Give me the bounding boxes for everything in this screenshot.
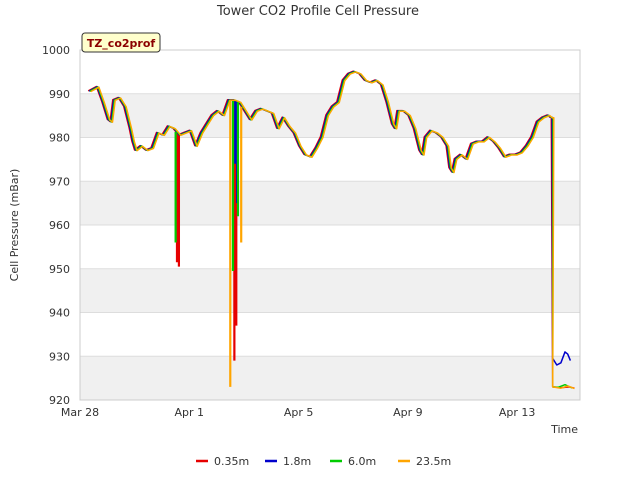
background-band — [80, 225, 580, 269]
legend-label-1.8m: 1.8m — [283, 455, 311, 468]
x-axis-label: Time — [550, 423, 578, 436]
y-tick-label: 1000 — [42, 44, 70, 57]
background-band — [80, 50, 580, 94]
x-axis-ticks: Mar 28 Apr 1 Apr 5 Apr 9 Apr 13 — [61, 406, 536, 419]
background-band — [80, 312, 580, 357]
y-tick-label: 990 — [49, 88, 70, 101]
site-tag-label: TZ_co2prof — [87, 37, 156, 50]
background-band — [80, 268, 580, 313]
background-band — [80, 93, 580, 138]
data-series — [87, 70, 575, 390]
y-tick-label: 960 — [49, 219, 70, 232]
x-tick-label: Apr 1 — [175, 406, 205, 419]
y-axis-ticks: 920 930 940 950 960 970 980 990 1000 — [42, 44, 70, 407]
x-tick-label: Apr 13 — [499, 406, 536, 419]
x-tick-label: Mar 28 — [61, 406, 99, 419]
site-tag: TZ_co2prof — [81, 32, 161, 53]
y-tick-label: 980 — [49, 132, 70, 145]
legend-label-6.0m: 6.0m — [348, 455, 376, 468]
plot-background-bands — [80, 50, 580, 400]
y-tick-label: 970 — [49, 175, 70, 188]
x-tick-label: Apr 5 — [284, 406, 314, 419]
legend: 0.35m 1.8m 6.0m 23.5m — [196, 455, 451, 468]
legend-label-0.35m: 0.35m — [214, 455, 249, 468]
y-axis-label: Cell Pressure (mBar) — [8, 169, 21, 282]
legend-label-23.5m: 23.5m — [416, 455, 451, 468]
background-band — [80, 356, 580, 400]
series-line-23.5m — [90, 71, 575, 390]
chart-title: Tower CO2 Profile Cell Pressure — [216, 4, 419, 19]
site-tag-box — [81, 32, 161, 53]
y-tick-label: 920 — [49, 394, 70, 407]
y-tick-label: 940 — [49, 307, 70, 320]
y-tick-label: 950 — [49, 263, 70, 276]
x-tick-label: Apr 9 — [393, 406, 423, 419]
plot-frame — [79, 49, 581, 401]
background-band — [80, 181, 580, 225]
y-tick-label: 930 — [49, 350, 70, 363]
